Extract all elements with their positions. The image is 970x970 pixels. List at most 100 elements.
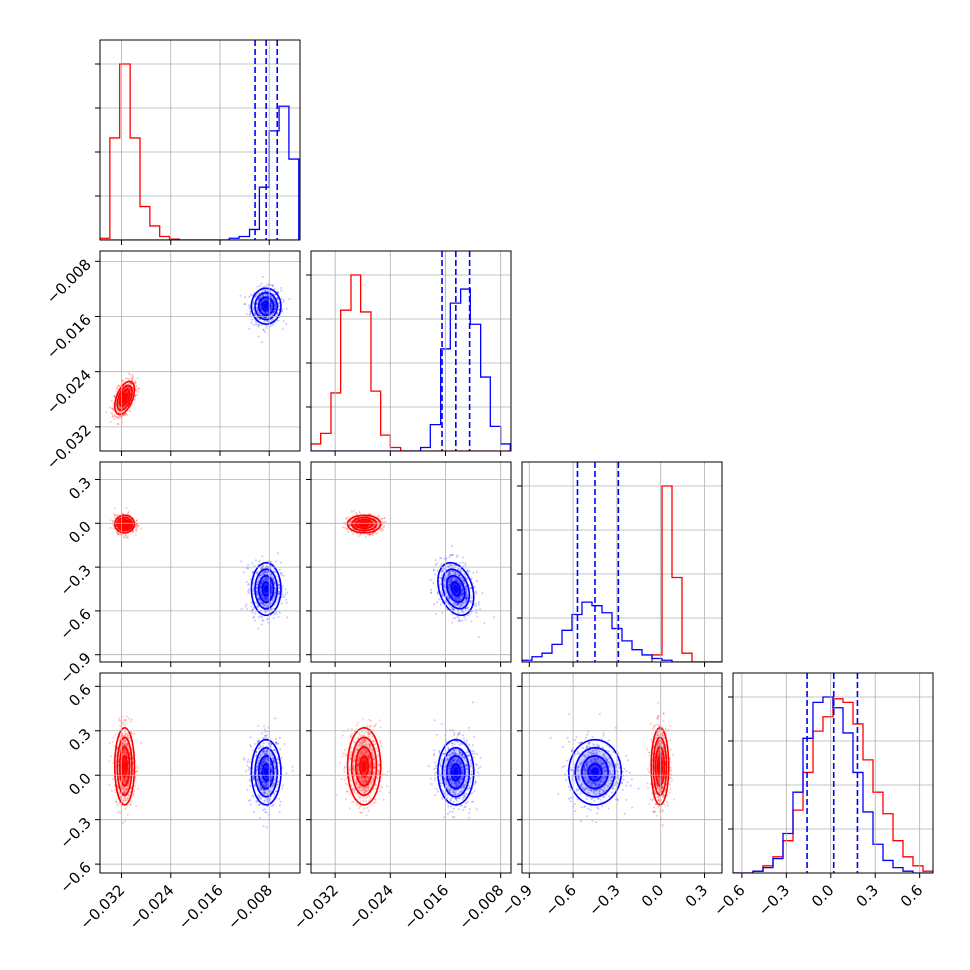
sample-point <box>264 802 267 805</box>
sample-point <box>135 530 138 533</box>
contour-line <box>450 581 462 597</box>
sample-point <box>458 581 461 584</box>
sample-point <box>477 636 480 638</box>
sample-point <box>115 415 118 418</box>
sample-point <box>436 601 438 604</box>
sample-point <box>258 796 261 799</box>
sample-point <box>253 310 256 313</box>
contour-line <box>118 518 131 530</box>
sample-point <box>270 586 273 589</box>
sample-point <box>452 602 455 605</box>
sample-point <box>460 593 463 596</box>
sample-point <box>265 577 268 580</box>
sample-point <box>466 614 469 617</box>
sample-point <box>136 524 139 527</box>
sample-point <box>430 591 433 594</box>
sample-point <box>259 302 262 305</box>
sample-point <box>464 564 467 567</box>
sample-point <box>281 308 284 311</box>
sample-point <box>440 576 443 579</box>
sample-point <box>454 572 457 575</box>
sample-point <box>271 587 274 590</box>
sample-point <box>259 816 262 819</box>
contour-line <box>113 514 136 534</box>
sample-point <box>260 781 263 784</box>
sample-point <box>265 737 268 740</box>
sample-point <box>452 570 455 573</box>
sample-point <box>265 571 268 574</box>
sample-point <box>256 606 259 609</box>
sample-point <box>366 533 369 536</box>
sample-point <box>448 586 451 589</box>
sample-point <box>111 408 114 411</box>
sample-point <box>249 803 252 806</box>
sample-point <box>265 606 268 609</box>
sample-point <box>273 299 276 302</box>
sample-point <box>450 580 453 583</box>
sample-point <box>264 604 267 607</box>
sample-point <box>110 412 113 415</box>
sample-point <box>263 311 266 314</box>
sample-point <box>260 765 263 768</box>
sample-point <box>457 617 460 620</box>
y-tick-label: −0.016 <box>43 311 95 363</box>
sample-point <box>247 567 250 570</box>
sample-point <box>137 387 140 390</box>
sample-point <box>460 576 463 579</box>
sample-point <box>347 516 350 519</box>
sample-point <box>270 770 273 773</box>
sample-point <box>265 598 268 601</box>
sample-point <box>267 284 270 287</box>
sample-point <box>240 560 243 563</box>
sample-point <box>382 524 385 527</box>
sample-point <box>274 307 277 310</box>
sample-point <box>436 569 439 572</box>
sample-point <box>271 599 274 602</box>
sample-point <box>448 572 451 575</box>
sample-point <box>432 582 435 584</box>
sample-point <box>384 520 387 523</box>
sample-point <box>247 591 250 594</box>
x-tick-label: 0.6 <box>897 881 927 911</box>
sample-point <box>267 784 270 786</box>
sample-point <box>270 805 273 808</box>
density-core <box>123 395 127 401</box>
sample-point <box>267 798 270 801</box>
sample-point <box>254 312 256 315</box>
sample-point <box>343 526 346 529</box>
sample-point <box>263 596 266 599</box>
sample-point <box>382 529 384 532</box>
sample-point <box>265 324 268 327</box>
sample-point <box>259 787 262 790</box>
sample-point <box>257 739 260 742</box>
sample-point <box>449 579 452 582</box>
sample-point <box>262 758 265 761</box>
sample-point <box>265 570 268 573</box>
sample-point <box>257 784 260 787</box>
sample-point <box>260 593 263 596</box>
sample-point <box>275 741 278 743</box>
sample-point <box>464 596 467 598</box>
sample-point <box>369 513 371 516</box>
sample-point <box>456 597 459 600</box>
sample-point <box>272 311 275 314</box>
y-tick-label: −0.008 <box>43 255 95 307</box>
sample-point <box>355 532 358 535</box>
sample-point <box>138 387 141 390</box>
sample-point <box>261 275 264 278</box>
sample-point <box>270 296 273 299</box>
sample-point <box>458 598 461 601</box>
sample-point <box>256 302 259 305</box>
sample-point <box>277 587 280 590</box>
sample-point <box>257 597 260 600</box>
sample-point <box>464 586 467 589</box>
sample-point <box>113 413 116 416</box>
sample-point <box>450 579 452 582</box>
sample-point <box>461 588 464 591</box>
sample-point <box>432 568 435 571</box>
sample-point <box>262 603 265 606</box>
sample-point <box>260 602 263 605</box>
sample-point <box>460 576 463 579</box>
sample-point <box>245 313 248 316</box>
sample-point <box>359 533 362 536</box>
